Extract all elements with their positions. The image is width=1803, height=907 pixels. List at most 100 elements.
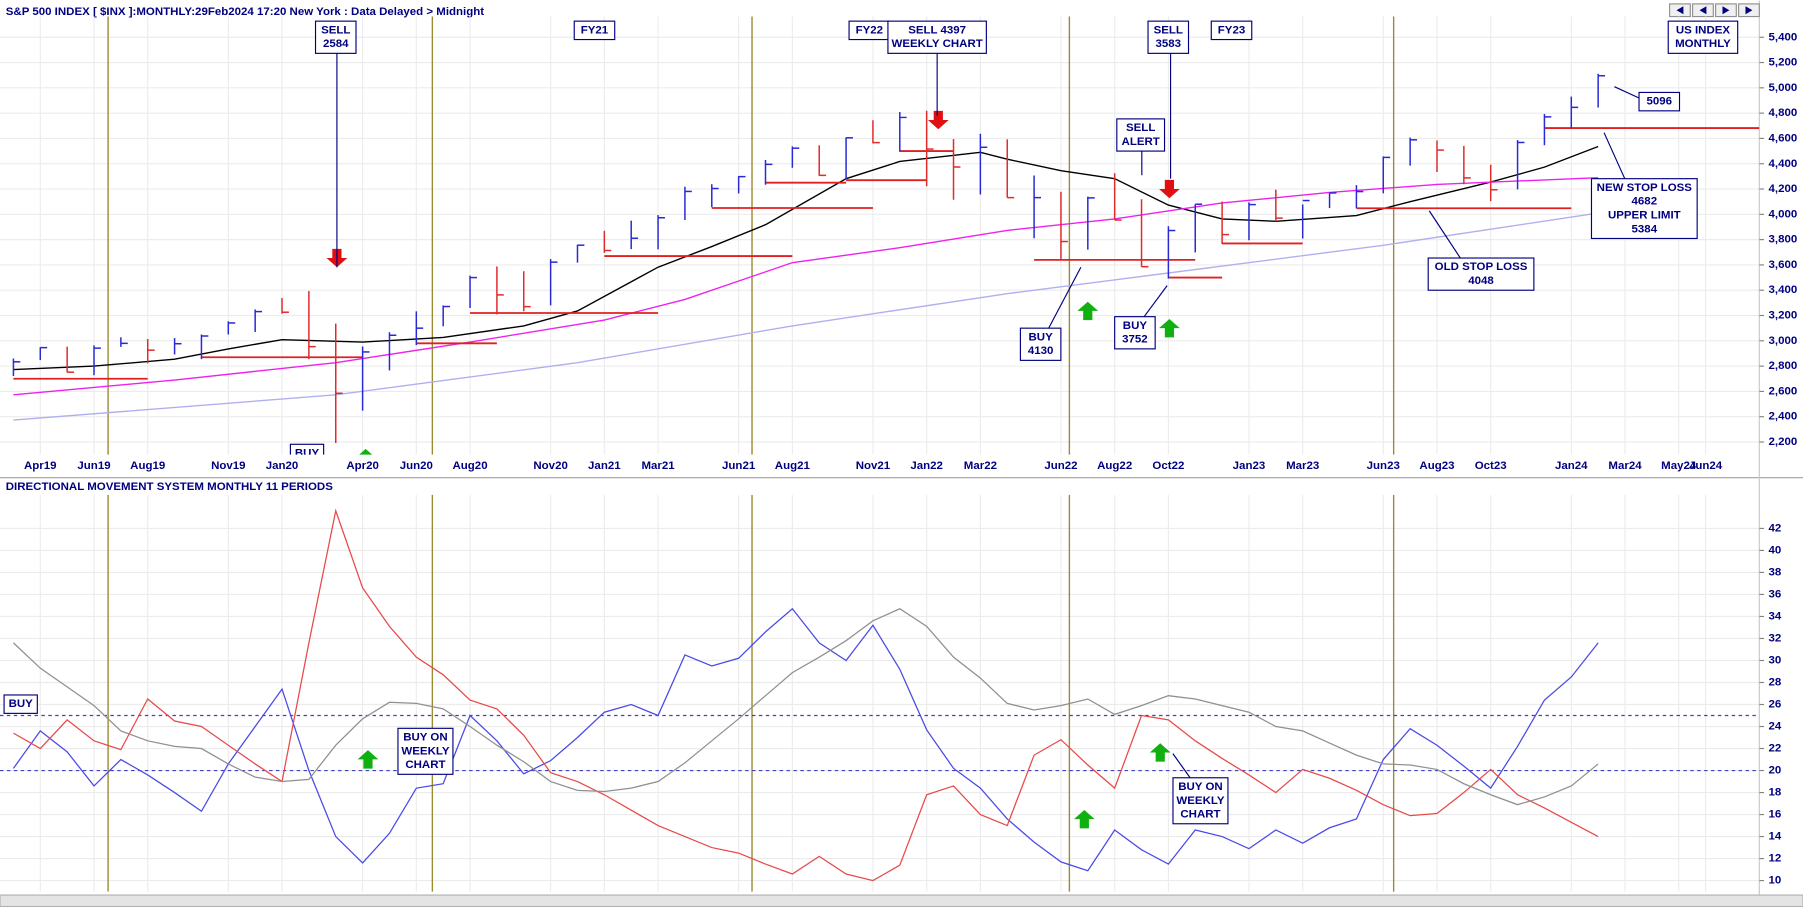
indicator-title: DIRECTIONAL MOVEMENT SYSTEM MONTHLY 11 P… <box>6 481 333 493</box>
annotation-text: FY23 <box>1218 24 1245 36</box>
annotation-pointer <box>1603 132 1626 179</box>
y-tick-label: 30 <box>1769 655 1782 667</box>
annotation-text: NEW STOP LOSS <box>1597 182 1693 194</box>
y-tick-label: 2,200 <box>1769 436 1798 448</box>
x-tick-label: Jan24 <box>1555 460 1588 472</box>
x-tick-label: Jan21 <box>588 460 621 472</box>
annotation-text: 2584 <box>323 38 349 50</box>
moving-average <box>13 212 1599 421</box>
nav-icon <box>1722 6 1730 15</box>
x-tick-label: Apr19 <box>24 460 57 472</box>
x-tick-label: Oct22 <box>1152 460 1184 472</box>
annotation-pointer <box>1614 86 1643 100</box>
nav-buttons <box>1669 3 1760 18</box>
y-tick-label: 4,200 <box>1769 183 1798 195</box>
indicator-line <box>12 607 1599 872</box>
nav-icon <box>1676 6 1684 15</box>
x-tick-label: Jun21 <box>722 460 756 472</box>
annotation-text: BUY ON <box>403 732 447 744</box>
annotation-text: SELL 4397 <box>908 24 966 36</box>
annotation-text: WEEKLY CHART <box>892 38 983 50</box>
annotation-box <box>1638 91 1681 112</box>
y-tick-label: 4,400 <box>1769 158 1798 170</box>
y-tick-label: 4,000 <box>1769 208 1798 220</box>
annotation-box <box>3 694 38 714</box>
scrollbar[interactable] <box>0 894 1803 907</box>
y-tick-label: 28 <box>1769 677 1782 689</box>
annotation-text: 3583 <box>1155 38 1181 50</box>
y-tick-label: 24 <box>1769 721 1782 733</box>
annotation-text: CHART <box>405 759 445 771</box>
y-tick-label: 12 <box>1769 853 1782 865</box>
signal-arrow <box>1159 318 1180 338</box>
y-tick-label: 14 <box>1769 831 1782 843</box>
nav-icon <box>1745 6 1753 15</box>
signal-arrow <box>359 448 373 455</box>
x-tick-label: Mar21 <box>641 460 675 472</box>
annotation-box <box>289 443 325 455</box>
y-tick-label: 3,600 <box>1769 259 1798 271</box>
y-tick-label: 5,400 <box>1769 31 1798 43</box>
annotation-text: 4130 <box>1028 345 1054 357</box>
y-tick-label: 22 <box>1769 743 1782 755</box>
y-tick-label: 20 <box>1769 765 1782 777</box>
annotation-box <box>1667 20 1739 54</box>
annotation-text: SELL <box>1154 24 1183 36</box>
annotation-box <box>1172 777 1229 825</box>
annotation-box <box>1427 257 1535 291</box>
annotation-box <box>1210 20 1253 41</box>
x-tick-label: Nov19 <box>211 460 245 472</box>
x-tick-label: Mar24 <box>1608 460 1642 472</box>
y-tick-label: 4,600 <box>1769 132 1798 144</box>
annotation-text: ALERT <box>1122 136 1160 148</box>
y-tick-label: 5,000 <box>1769 82 1798 94</box>
annotation-text: WEEKLY <box>401 745 449 757</box>
y-tick-label: 42 <box>1769 522 1782 534</box>
annotation-text: SELL <box>1126 122 1155 134</box>
annotation-text: OLD STOP LOSS <box>1435 261 1528 273</box>
y-tick-label: 38 <box>1769 566 1782 578</box>
x-tick-label: Jan22 <box>910 460 943 472</box>
nav-icon <box>1699 6 1707 15</box>
y-tick-label: 34 <box>1769 610 1782 622</box>
x-tick-label: Jun22 <box>1044 460 1077 472</box>
x-tick-label: Mar23 <box>1286 460 1319 472</box>
axes: 2,200 2,400 2,600 2,800 3,000 3,200 3,400 3,600… <box>24 31 1797 886</box>
signal-arrow <box>927 110 949 130</box>
annotation-box <box>397 727 454 775</box>
annotation-pointer <box>1428 210 1461 259</box>
annotation-box <box>1147 20 1190 54</box>
y-tick-label: 2,400 <box>1769 411 1798 423</box>
x-tick-label: Aug20 <box>452 460 487 472</box>
y-tick-label: 5,200 <box>1769 57 1798 69</box>
annotation-text: BUY <box>9 698 34 710</box>
y-tick-label: 2,600 <box>1769 385 1798 397</box>
annotation-text: 4682 <box>1632 196 1658 208</box>
x-tick-label: Jan23 <box>1233 460 1266 472</box>
annotation-text: FY22 <box>856 24 883 36</box>
signal-arrow <box>1073 809 1095 829</box>
x-tick-label: Jun20 <box>400 460 433 472</box>
signal-arrow <box>1149 743 1171 762</box>
annotation-box <box>887 20 987 54</box>
x-tick-label: Aug19 <box>130 460 165 472</box>
signal-arrow <box>357 750 379 769</box>
annotation-text: UPPER LIMIT <box>1608 210 1681 222</box>
y-tick-label: 4,800 <box>1769 107 1798 119</box>
moving-average <box>13 145 1599 371</box>
annotation-box <box>1114 316 1156 350</box>
annotation-pointer <box>1143 285 1168 318</box>
y-tick-label: 32 <box>1769 632 1782 644</box>
moving-average <box>13 176 1599 396</box>
annotation-pointer <box>1048 266 1082 329</box>
x-tick-label: May24 <box>1661 460 1697 472</box>
annotation-box <box>314 20 357 54</box>
x-tick-label: Nov20 <box>533 460 567 472</box>
annotation-text: BUY ON <box>1178 781 1222 793</box>
annotation-box <box>1019 327 1062 361</box>
annotation-text: WEEKLY <box>1176 795 1224 807</box>
signal-arrow <box>1077 301 1099 321</box>
x-tick-label: Mar22 <box>964 460 997 472</box>
annotation-pointer <box>1172 753 1191 779</box>
